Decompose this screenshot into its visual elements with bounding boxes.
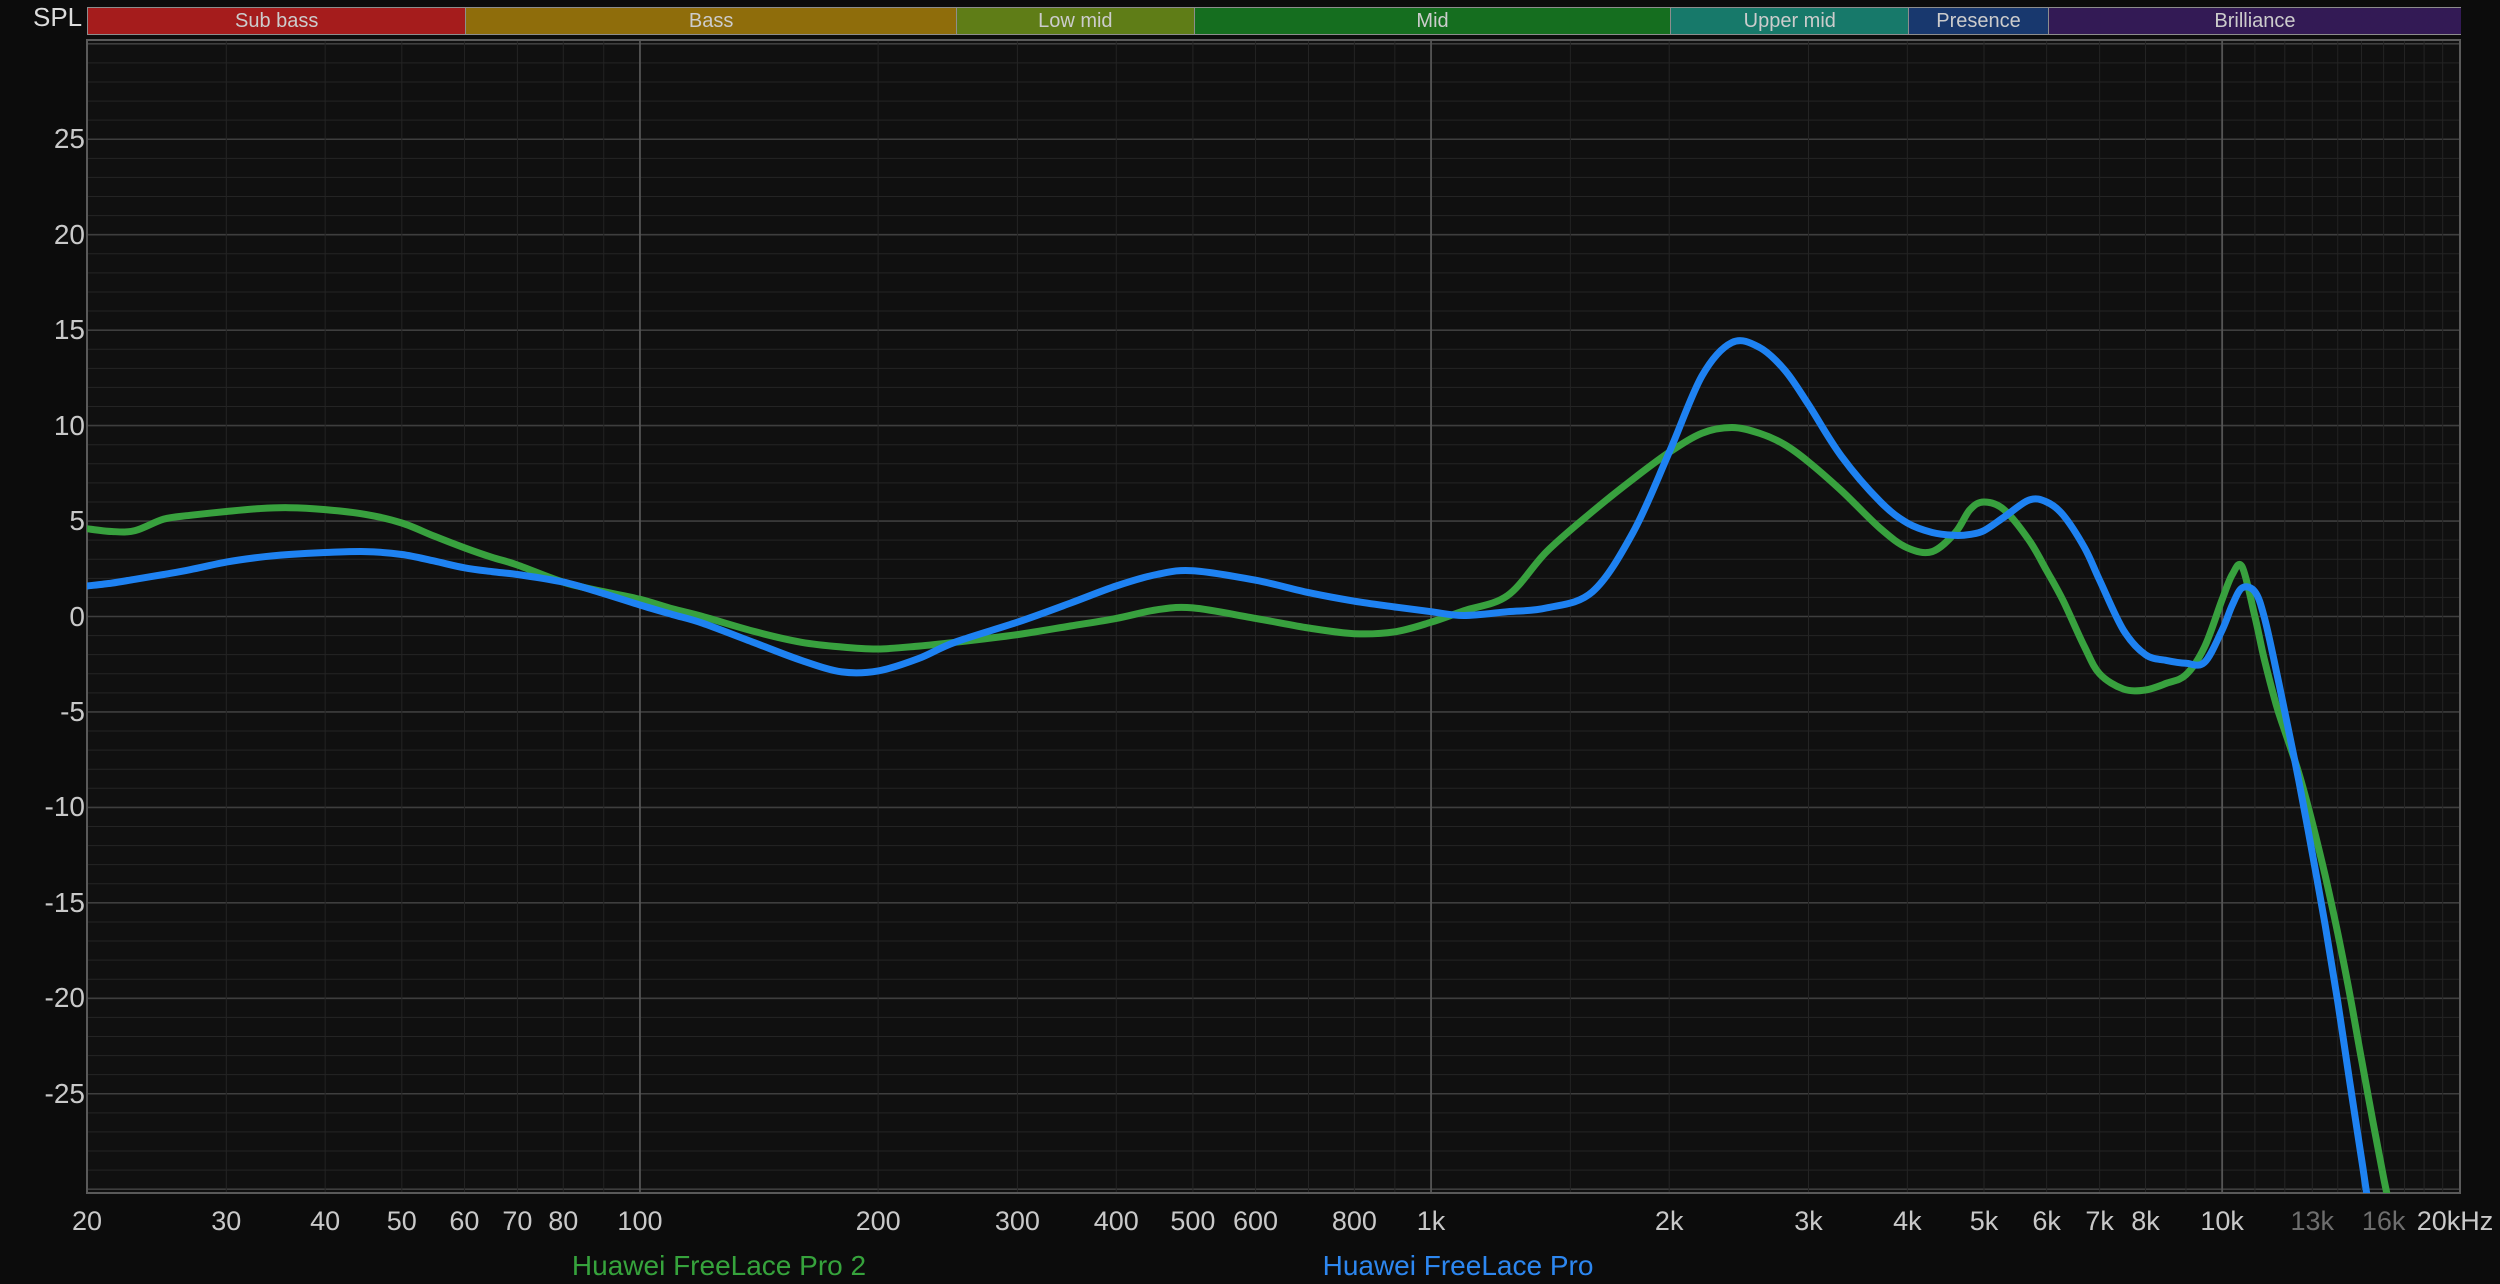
y-tick-label: -25: [44, 1077, 85, 1109]
x-tick-label: 800: [1331, 1206, 1377, 1236]
y-tick-label: -10: [44, 791, 85, 823]
legend-item-freelace-pro[interactable]: Huawei FreeLace Pro: [1322, 1250, 1594, 1281]
band-mid-label: Mid: [1416, 9, 1449, 32]
x-tick-label: 2k: [1654, 1206, 1684, 1236]
x-tick-label: 200: [855, 1206, 901, 1236]
x-tick-label: 8k: [2131, 1206, 2160, 1236]
y-tick-label: 15: [53, 314, 85, 346]
x-tick-label: 16k: [2361, 1206, 2406, 1236]
band-brilliance-label: Brilliance: [2214, 9, 2296, 32]
y-tick-label: -15: [44, 886, 85, 918]
y-tick-label: 25: [53, 123, 85, 155]
x-tick-label: 80: [548, 1206, 579, 1236]
y-tick-label: -5: [60, 695, 85, 727]
frequency-band-strip: Sub bass Bass Low mid Mid Upper mid Pres…: [87, 7, 2462, 35]
band-upper-mid-label: Upper mid: [1743, 9, 1836, 32]
x-tick-label: 1k: [1416, 1206, 1446, 1236]
x-tick-label: 6k: [2032, 1206, 2061, 1236]
plot-border: [86, 39, 2461, 1194]
x-tick-label: 40: [310, 1206, 341, 1236]
band-presence: Presence: [1908, 8, 2048, 34]
y-tick-label: 5: [69, 505, 85, 537]
x-tick-label: 20kHz: [2416, 1206, 2494, 1236]
x-tick-label: 13k: [2290, 1206, 2335, 1236]
x-tick-label: 600: [1233, 1206, 1279, 1236]
y-tick-label: 10: [53, 409, 85, 441]
x-tick-label: 500: [1170, 1206, 1216, 1236]
x-tick-label: 3k: [1794, 1206, 1823, 1236]
x-tick-label: 100: [617, 1206, 663, 1236]
curve-huawei-freelace-pro-2[interactable]: [87, 424, 2394, 1228]
x-tick-label: 5k: [1969, 1206, 1999, 1236]
curve-huawei-freelace-pro[interactable]: [87, 337, 2394, 1266]
x-tick-label: 400: [1093, 1206, 1139, 1236]
band-bass-label: Bass: [688, 9, 734, 32]
x-tick-label: 60: [449, 1206, 480, 1236]
band-low-mid: Low mid: [955, 8, 1194, 34]
y-tick-label: -20: [44, 982, 85, 1014]
band-upper-mid: Upper mid: [1670, 8, 1909, 34]
curves-group: [87, 337, 2394, 1266]
y-tick-label: 20: [53, 218, 85, 250]
band-bass: Bass: [465, 8, 956, 34]
band-brilliance: Brilliance: [2047, 8, 2462, 34]
x-tick-label: 10k: [2200, 1206, 2244, 1236]
band-sub-bass: Sub bass: [88, 8, 466, 34]
x-tick-label: 30: [211, 1206, 242, 1236]
y-tick-label: 0: [69, 600, 85, 632]
x-tick-label: 20: [71, 1206, 103, 1236]
band-low-mid-label: Low mid: [1038, 9, 1113, 32]
x-tick-label: 70: [502, 1206, 533, 1236]
x-tick-label: 4k: [1893, 1206, 1922, 1236]
x-tick-label: 50: [386, 1206, 417, 1236]
band-sub-bass-label: Sub bass: [235, 9, 319, 32]
x-tick-label: 300: [994, 1206, 1040, 1236]
band-presence-label: Presence: [1936, 9, 2021, 32]
band-mid: Mid: [1193, 8, 1671, 34]
x-tick-label: 7k: [2085, 1206, 2114, 1236]
spl-axis-title: SPL: [33, 2, 83, 32]
legend-item-freelace-pro-2[interactable]: Huawei FreeLace Pro 2: [571, 1250, 867, 1281]
